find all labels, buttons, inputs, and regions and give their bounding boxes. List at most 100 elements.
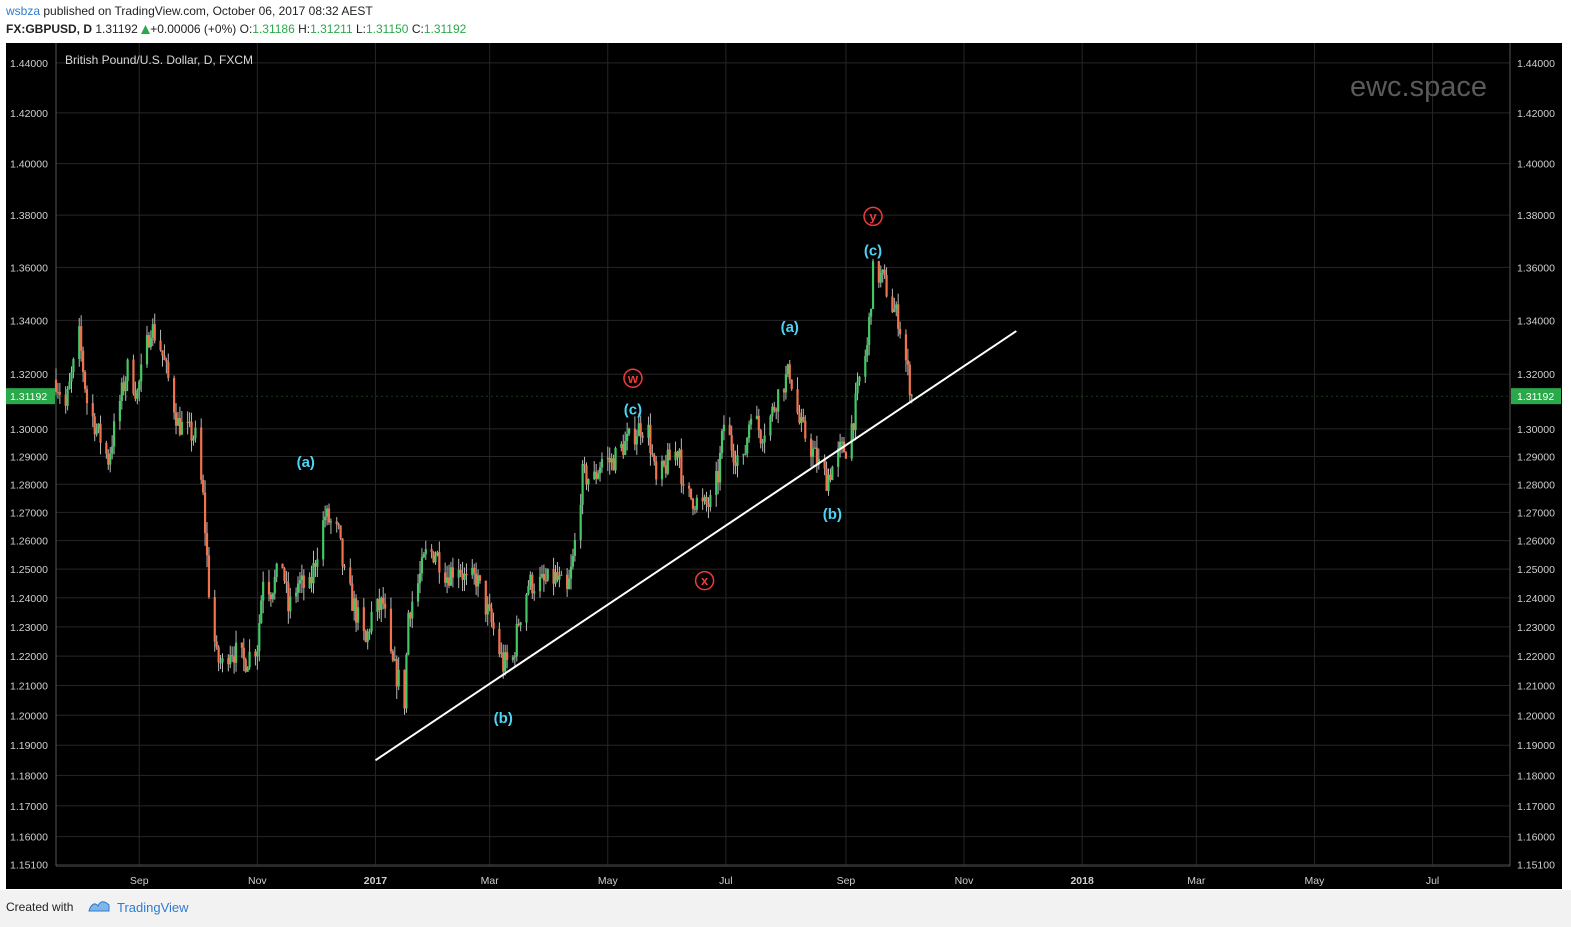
y-tick-label-right: 1.24000 xyxy=(1517,593,1555,605)
candle-body xyxy=(302,575,305,588)
candle-body xyxy=(354,598,358,623)
open-label: O: xyxy=(239,22,253,36)
up-arrow-icon xyxy=(141,25,151,34)
x-tick-label: May xyxy=(598,875,619,887)
publisher-link[interactable]: wsbza xyxy=(6,4,41,18)
candle-body xyxy=(254,651,257,657)
candle-body xyxy=(64,394,67,406)
candle-body xyxy=(132,359,135,394)
wave-label[interactable]: (a) xyxy=(781,319,799,336)
candle-body xyxy=(864,355,867,377)
candle-body xyxy=(478,575,482,581)
candle-body xyxy=(786,364,789,375)
candle-body xyxy=(655,461,658,480)
y-tick-label-left: 1.36000 xyxy=(10,262,48,274)
wave-label[interactable]: (a) xyxy=(297,454,315,471)
candle-body xyxy=(140,364,143,382)
candle-body xyxy=(378,598,381,610)
chart-panel[interactable]: 1.44000 1.44000 1.42000 1.42000 1.40000 1.400… xyxy=(6,43,1562,889)
candle-body xyxy=(837,448,840,467)
candle-body xyxy=(759,430,762,444)
x-tick-label: Sep xyxy=(837,875,856,887)
candle-body xyxy=(248,651,251,668)
candle-body xyxy=(231,655,234,657)
candle-body xyxy=(112,421,116,447)
y-tick-label-left: 1.19000 xyxy=(10,740,48,752)
wave-label[interactable]: x xyxy=(701,573,709,588)
wave-label[interactable]: y xyxy=(869,209,877,224)
candle-body xyxy=(310,576,313,584)
candle-body xyxy=(746,437,749,454)
candle-body xyxy=(641,435,644,438)
candle-body xyxy=(188,421,191,423)
candle-body xyxy=(244,659,247,672)
candle-body xyxy=(788,364,791,380)
tradingview-link[interactable]: TradingView xyxy=(117,900,189,915)
candle-body xyxy=(558,575,561,580)
candle-body xyxy=(424,549,427,555)
candle-body xyxy=(784,374,788,393)
wave-label[interactable]: (b) xyxy=(823,506,842,523)
symbol-name[interactable]: FX:GBPUSD, D xyxy=(6,22,93,36)
candle-body xyxy=(891,296,894,313)
candle-body xyxy=(72,358,75,373)
wave-label[interactable]: (b) xyxy=(494,710,513,727)
wave-label[interactable]: (c) xyxy=(864,242,882,259)
candle-body xyxy=(525,594,528,623)
candlestick-chart[interactable]: 1.44000 1.44000 1.42000 1.42000 1.40000 1.400… xyxy=(6,43,1562,889)
high-value: 1.31211 xyxy=(310,22,353,36)
wave-label[interactable]: (c) xyxy=(624,402,642,419)
price-change: +0.00006 (+0%) xyxy=(150,22,237,36)
plot-area[interactable] xyxy=(56,43,1510,866)
candle-body xyxy=(380,597,383,610)
y-tick-label-right: 1.16000 xyxy=(1517,832,1555,844)
candle-body xyxy=(242,647,245,660)
candle-body xyxy=(362,607,365,631)
candle-body xyxy=(689,488,693,499)
wave-label[interactable]: w xyxy=(627,371,639,386)
candle-body xyxy=(126,359,129,382)
candle-body xyxy=(275,563,278,577)
candle-body xyxy=(356,607,360,623)
y-tick-label-left: 1.44000 xyxy=(10,58,48,70)
low-value: 1.31150 xyxy=(365,22,409,36)
candle-body xyxy=(281,563,284,569)
candle-body xyxy=(273,576,276,594)
candle-body xyxy=(839,442,842,449)
candle-body xyxy=(407,612,410,655)
candle-body xyxy=(715,471,718,496)
candle-body xyxy=(790,379,793,390)
candle-body xyxy=(176,418,180,426)
y-tick-label-left: 1.16000 xyxy=(10,832,48,844)
y-tick-label-right: 1.40000 xyxy=(1517,159,1555,171)
candle-body xyxy=(722,424,726,431)
candle-body xyxy=(866,344,869,356)
x-tick-label: Nov xyxy=(955,875,974,887)
candle-body xyxy=(595,471,598,479)
y-tick-label-right: 1.30000 xyxy=(1517,424,1555,436)
candle-body xyxy=(852,423,855,431)
last-price-label-left: 1.31192 xyxy=(10,391,47,403)
candle-body xyxy=(633,428,636,445)
candle-body xyxy=(566,574,569,589)
candle-body xyxy=(587,479,590,485)
candle-body xyxy=(312,563,315,584)
candle-body xyxy=(267,581,271,595)
candle-body xyxy=(858,376,861,382)
candle-body xyxy=(341,538,344,567)
candle-body xyxy=(674,451,677,461)
candle-body xyxy=(556,572,559,580)
y-tick-label-right: 1.36000 xyxy=(1517,262,1555,274)
y-tick-label-left: 1.28000 xyxy=(10,479,48,491)
trendline[interactable] xyxy=(374,330,1017,762)
candle-body xyxy=(459,569,462,574)
candle-body xyxy=(782,389,786,393)
candle-body xyxy=(471,567,474,576)
candle-body xyxy=(511,657,515,660)
candle-body xyxy=(707,504,710,507)
candle-body xyxy=(283,568,286,581)
candle-body xyxy=(364,630,367,642)
candle-body xyxy=(899,328,902,335)
y-tick-label-right: 1.15100 xyxy=(1517,859,1555,871)
candle-body xyxy=(484,580,487,615)
